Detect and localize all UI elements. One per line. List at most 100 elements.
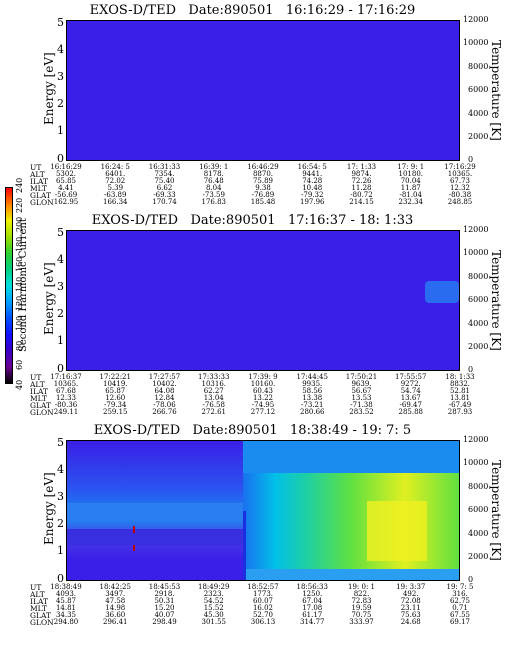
ephemeris-cell: 17:50:21 (345, 373, 378, 381)
right-tick: 2000 (468, 552, 489, 561)
ephemeris-cell: 10365. (447, 170, 473, 178)
ephemeris-cell: 259.15 (103, 408, 128, 416)
ephemeris-cell: 64.08 (154, 387, 175, 395)
colorbar-tick: 240 (15, 177, 24, 193)
ephemeris-cell: 17:16:37 (50, 373, 82, 381)
ephemeris-cell: 76.48 (203, 177, 224, 185)
ephemeris-cell: 280.66 (300, 408, 325, 416)
row-label-glon: GLON (30, 618, 54, 627)
colorbar-tick: 180 (15, 236, 24, 253)
right-tick: 0 (468, 155, 474, 164)
y-tick: 3 (57, 280, 64, 293)
ephemeris-cell: 9.38 (255, 184, 271, 192)
ephemeris-cell: 58.56 (302, 387, 323, 395)
right-tick: 10000 (463, 38, 489, 47)
ephemeris-cell: 266.76 (152, 408, 177, 416)
ephemeris-cell: 74.28 (302, 177, 323, 185)
row-label-glon: GLON (30, 408, 54, 417)
ephemeris-cell: 197.96 (300, 198, 325, 206)
ephemeris-cell: 16:46:29 (247, 163, 279, 171)
panel-title: EXOS-D/TED Date:890501 18:38:49 - 19: 7:… (93, 423, 412, 438)
right-tick: 4000 (468, 319, 489, 328)
ephemeris-cell: -79.34 (104, 401, 127, 409)
row-label-ut: UT (30, 163, 42, 172)
colorbar-tick: 200 (15, 217, 24, 233)
ephemeris-cell: -78.06 (153, 401, 176, 409)
ephemeris-cell: 70.75 (351, 611, 372, 619)
ephemeris-cell: 17:33:33 (198, 373, 230, 381)
ephemeris-cell: -69.33 (153, 191, 176, 199)
right-tick: 2000 (468, 342, 489, 351)
panel-3: EXOS-D/TED Date:890501 18:38:49 - 19: 7:… (0, 420, 505, 649)
y-tick: 2 (57, 517, 64, 530)
ephemeris-cell: 75.40 (154, 177, 175, 185)
ephemeris-cell: 166.34 (103, 198, 128, 206)
row-label-ut: UT (30, 583, 42, 592)
ephemeris-cell: 14.98 (105, 604, 126, 612)
right-tick: 6000 (468, 505, 489, 514)
right-tick: 4000 (468, 529, 489, 538)
ephemeris-cell: 10419. (103, 380, 128, 388)
ephemeris-cell: 170.74 (152, 198, 177, 206)
ephemeris-cell: 4093. (55, 590, 77, 598)
ephemeris-cell: 16:31:33 (148, 163, 181, 171)
row-label-ilat: ILAT (30, 387, 48, 396)
ephemeris-cell: -73.59 (202, 191, 225, 199)
ephemeris-cell: 60.43 (252, 387, 274, 395)
ephemeris-cell: 5302. (55, 170, 77, 178)
ephemeris-cell: 12.60 (105, 394, 126, 402)
ephemeris-cell: 45.87 (55, 597, 77, 605)
right-tick: 4000 (468, 109, 489, 118)
ephemeris-cell: 11.87 (400, 184, 421, 192)
ephemeris-cell: -71.38 (350, 401, 373, 409)
colorbar-tick: 60 (15, 360, 24, 371)
row-label-glat: GLAT (30, 191, 51, 200)
right-tick: 0 (468, 575, 474, 584)
ephemeris-cell: 67.68 (55, 387, 77, 395)
panel-title: EXOS-D/TED Date:890501 16:16:29 - 17:16:… (89, 3, 416, 18)
ephemeris-cell: 283.52 (349, 408, 374, 416)
ephemeris-cell: 15.52 (203, 604, 224, 612)
ephemeris-cell: 72.26 (351, 177, 372, 185)
ephemeris-cell: 2918. (154, 590, 175, 598)
ephemeris-cell: 70.04 (400, 177, 421, 185)
ephemeris-cell: 16:54: 5 (297, 163, 327, 171)
ephemeris-cell: 23.11 (400, 604, 421, 612)
right-tick: 0 (468, 365, 474, 374)
ephemeris-cell: 185.48 (250, 198, 276, 206)
spectrogram-image (67, 441, 459, 580)
ephemeris-cell: 18:52:57 (247, 583, 279, 591)
row-label-alt: ALT (30, 170, 45, 179)
right-tick: 8000 (468, 482, 489, 491)
ephemeris-cell: 45.30 (203, 611, 224, 619)
ephemeris-cell: 67.73 (449, 177, 471, 185)
ephemeris-cell: 61.17 (302, 611, 323, 619)
ephemeris-cell: 67.04 (302, 597, 323, 605)
ephemeris-cell: 52.81 (449, 387, 471, 395)
ephemeris-cell: 18:49:29 (198, 583, 230, 591)
ephemeris-cell: 16:39: 1 (199, 163, 229, 171)
row-label-alt: ALT (30, 380, 45, 389)
ephemeris-cell: 17:16:29 (444, 163, 476, 171)
y-tick: 3 (57, 70, 64, 83)
ephemeris-cell: 52.70 (252, 611, 274, 619)
ephemeris-cell: 0.71 (452, 604, 468, 612)
right-axis-label: Temperature [K] (489, 40, 503, 141)
ephemeris-cell: -74.95 (251, 401, 275, 409)
y-tick: 1 (57, 334, 64, 347)
ephemeris-cell: 54.74 (400, 387, 421, 395)
ephemeris-cell: 19: 0: 1 (348, 583, 375, 591)
ephemeris-cell: 214.15 (349, 198, 374, 206)
ephemeris-cell: 12.84 (154, 394, 175, 402)
ephemeris-cell: 10365. (53, 380, 79, 388)
row-label-mlt: MLT (30, 604, 48, 613)
ephemeris-cell: 10316. (201, 380, 227, 388)
ephemeris-cell: -76.58 (202, 401, 225, 409)
ephemeris-cell: 40.07 (154, 611, 175, 619)
row-label-glat: GLAT (30, 611, 51, 620)
ephemeris-cell: -79.32 (301, 191, 324, 199)
ephemeris-cell: 36.60 (105, 611, 126, 619)
row-label-ilat: ILAT (30, 177, 48, 186)
ephemeris-cell: 18:38:49 (50, 583, 82, 591)
upper-cyan (243, 441, 459, 473)
